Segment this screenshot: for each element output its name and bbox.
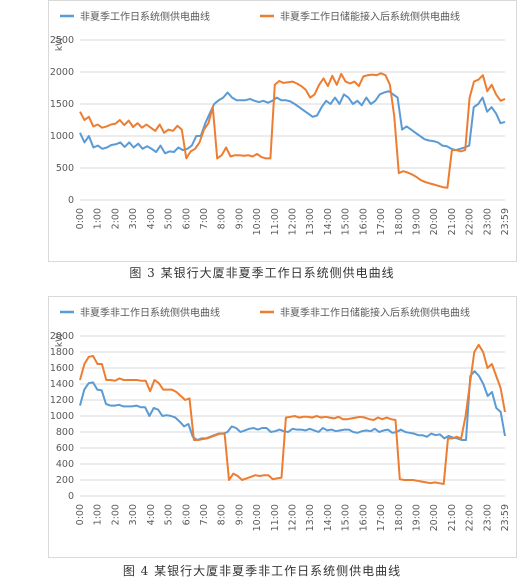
x-tick-label: 7:00 [199, 208, 210, 229]
x-tick-label: 15:00 [341, 504, 352, 531]
x-tick-label: 5:00 [164, 208, 175, 229]
y-tick-label: 500 [56, 163, 74, 174]
y-tick-label: 1200 [50, 395, 74, 406]
x-tick-label: 18:00 [394, 208, 405, 235]
x-tick-label: 1:00 [93, 504, 104, 525]
x-tick-label: 10:00 [252, 504, 263, 531]
line-chart-1: 非夏季工作日系统侧供电曲线 非夏季工作日储能接入后系统侧供电曲线 kW 0 500 100… [50, 10, 511, 235]
x-tick-label: 0:00 [75, 504, 86, 525]
x-tick-label: 8:00 [217, 208, 228, 229]
y-tick-label: 600 [56, 443, 74, 454]
x-tick-label: 9:00 [234, 504, 245, 525]
x-tick-label: 22:00 [465, 208, 476, 235]
x-tick-label: 6:00 [181, 208, 192, 229]
x-tick-label: 15:00 [341, 208, 352, 235]
x-tick-label: 11:00 [270, 504, 281, 531]
x-tick-label: 20:00 [429, 208, 440, 235]
series-line-2 [79, 72, 506, 189]
x-tick-label: 23:59 [500, 208, 511, 235]
x-tick-label: 23:00 [482, 504, 493, 531]
x-tick-label: 1:00 [93, 208, 104, 229]
figure-caption-1: 图 3 某银行大厦非夏季工作日系统侧供电曲线 [129, 266, 395, 280]
legend-label-1: 非夏季工作日系统侧供电曲线 [80, 10, 210, 23]
x-tick-label: 3:00 [128, 504, 139, 525]
x-tick-label: 17:00 [376, 504, 387, 531]
x-tick-label: 3:00 [128, 208, 139, 229]
y-tick-label: 1500 [50, 99, 74, 110]
x-tick-label: 2:00 [110, 208, 121, 229]
series-line-1 [79, 370, 506, 441]
y-tick-label: 1000 [50, 411, 74, 422]
x-tick-label: 18:00 [394, 504, 405, 531]
y-tick-label: 1600 [50, 363, 74, 374]
chart-panel-1: 非夏季工作日系统侧供电曲线 非夏季工作日储能接入后系统侧供电曲线 kW 0 500 100… [0, 0, 524, 262]
x-tick-label: 19:00 [411, 504, 422, 531]
y-tick-label: 800 [56, 427, 74, 438]
chart-frame-1 [48, 0, 517, 262]
x-tick-label: 8:00 [217, 504, 228, 525]
x-tick-label: 0:00 [75, 208, 86, 229]
x-tick-label: 23:59 [500, 504, 511, 531]
x-tick-label: 13:00 [305, 504, 316, 531]
y-tick-label: 2000 [50, 331, 74, 342]
x-tick-label: 21:00 [447, 208, 458, 235]
y-axis-unit: kW [55, 37, 65, 51]
x-tick-label: 6:00 [181, 504, 192, 525]
x-tick-label: 21:00 [447, 504, 458, 531]
x-tick-label: 16:00 [358, 208, 369, 235]
chart-frame-2 [48, 296, 517, 558]
series-line-2 [79, 343, 506, 485]
x-tick-label: 17:00 [376, 208, 387, 235]
line-chart-2: 非夏季非工作日系统侧供电曲线 非夏季非工作日储能接入后系统侧供电曲线 kW 0 200 4… [50, 306, 511, 531]
x-tick-label: 10:00 [252, 208, 263, 235]
y-axis-unit: kW [55, 333, 65, 347]
x-tick-label: 14:00 [323, 504, 334, 531]
y-tick-label: 2500 [50, 35, 74, 46]
legend-label-2: 非夏季非工作日储能接入后系统侧供电曲线 [280, 306, 470, 319]
x-tick-label: 9:00 [234, 208, 245, 229]
x-tick-label: 22:00 [465, 504, 476, 531]
figure-caption-2: 图 4 某银行大厦非夏季非工作日系统侧供电曲线 [122, 564, 402, 578]
x-tick-label: 20:00 [429, 504, 440, 531]
series-line-1 [79, 90, 506, 155]
y-tick-label: 1400 [50, 379, 74, 390]
y-tick-label: 2000 [50, 67, 74, 78]
x-tick-label: 16:00 [358, 504, 369, 531]
legend-label-1: 非夏季非工作日系统侧供电曲线 [80, 306, 220, 319]
x-tick-label: 19:00 [411, 208, 422, 235]
y-tick-label: 400 [56, 459, 74, 470]
x-tick-label: 4:00 [146, 504, 157, 525]
x-tick-label: 12:00 [288, 208, 299, 235]
y-tick-label: 1000 [50, 131, 74, 142]
y-tick-label: 1800 [50, 347, 74, 358]
x-tick-label: 12:00 [288, 504, 299, 531]
y-tick-label: 0 [68, 491, 74, 502]
x-tick-label: 23:00 [482, 208, 493, 235]
x-tick-label: 13:00 [305, 208, 316, 235]
x-tick-label: 14:00 [323, 208, 334, 235]
x-tick-label: 7:00 [199, 504, 210, 525]
chart-panel-2: 非夏季非工作日系统侧供电曲线 非夏季非工作日储能接入后系统侧供电曲线 kW 0 200 4… [0, 296, 524, 558]
x-tick-label: 5:00 [164, 504, 175, 525]
x-tick-label: 11:00 [270, 208, 281, 235]
x-tick-label: 2:00 [110, 504, 121, 525]
x-tick-label: 4:00 [146, 208, 157, 229]
y-tick-label: 0 [68, 195, 74, 206]
legend-label-2: 非夏季工作日储能接入后系统侧供电曲线 [280, 10, 460, 23]
y-tick-label: 200 [56, 475, 74, 486]
